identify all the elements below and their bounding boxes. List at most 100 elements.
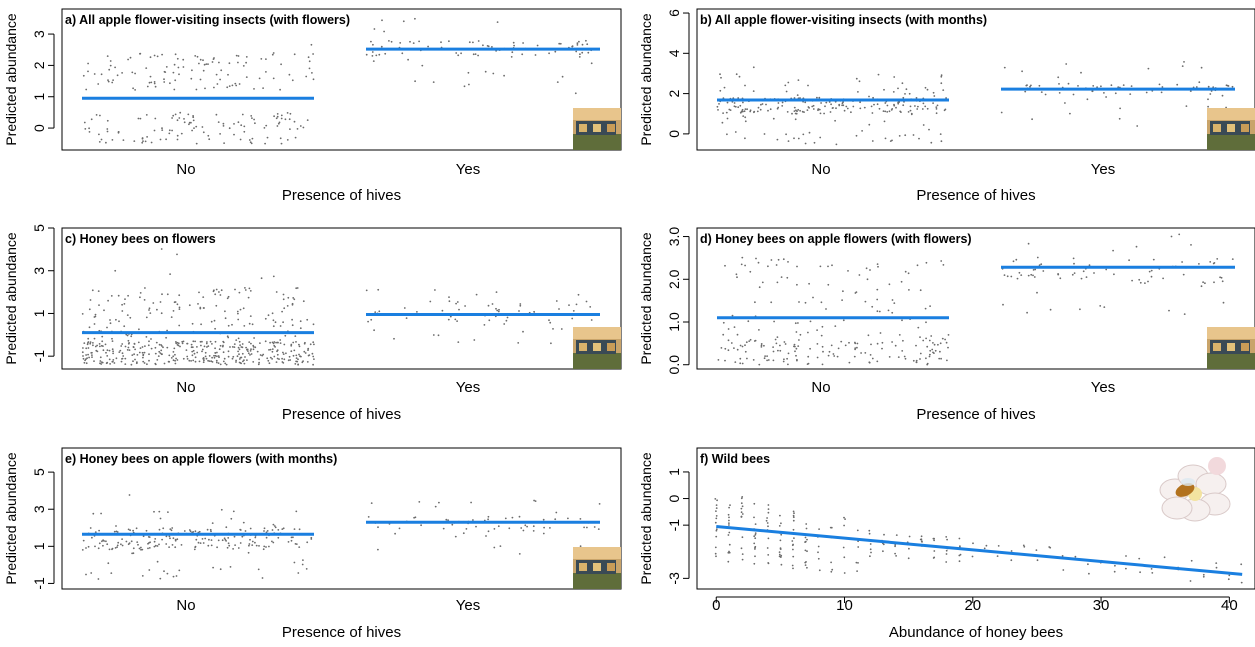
data-point xyxy=(791,564,794,567)
data-point xyxy=(473,339,476,341)
data-point xyxy=(938,357,941,360)
data-point xyxy=(237,312,239,315)
data-point xyxy=(228,85,231,87)
data-point xyxy=(312,341,315,344)
data-point xyxy=(232,510,235,513)
data-point xyxy=(383,30,385,33)
data-point xyxy=(202,69,205,72)
data-point xyxy=(249,290,252,292)
data-point xyxy=(288,73,291,76)
data-point xyxy=(111,360,114,363)
data-point xyxy=(518,310,520,312)
data-point xyxy=(123,325,126,328)
data-point xyxy=(1198,81,1201,84)
data-point xyxy=(526,525,528,528)
data-point xyxy=(856,342,859,345)
data-point xyxy=(1219,276,1221,279)
data-point xyxy=(543,526,545,529)
data-point xyxy=(754,533,757,536)
x-axis-title: Presence of hives xyxy=(282,624,401,641)
data-point xyxy=(445,518,448,521)
data-point xyxy=(150,347,153,350)
data-point xyxy=(201,340,203,343)
data-point xyxy=(166,293,169,296)
data-point xyxy=(251,540,254,543)
plot-frame xyxy=(696,8,1255,151)
data-point xyxy=(917,105,919,108)
data-point xyxy=(791,540,794,542)
data-point xyxy=(474,53,477,55)
data-point xyxy=(448,40,450,43)
data-point xyxy=(215,73,218,76)
data-point xyxy=(1158,83,1161,86)
data-point xyxy=(172,310,175,312)
data-point xyxy=(265,531,268,534)
data-point xyxy=(715,507,718,509)
data-point xyxy=(825,308,827,310)
data-point xyxy=(174,53,177,56)
data-point xyxy=(176,303,179,306)
data-point xyxy=(233,133,235,136)
data-point xyxy=(262,87,264,89)
data-point xyxy=(1168,309,1170,312)
hive-photo xyxy=(1207,327,1255,369)
data-point xyxy=(150,81,153,84)
data-point xyxy=(136,354,139,356)
data-point xyxy=(233,123,235,125)
data-point xyxy=(236,310,239,313)
data-point xyxy=(926,88,929,91)
photo-hive xyxy=(1227,343,1235,351)
data-point xyxy=(830,570,833,573)
data-point xyxy=(904,93,906,95)
data-point xyxy=(576,42,579,45)
data-point xyxy=(163,78,165,81)
data-point xyxy=(237,55,240,57)
data-point xyxy=(159,138,162,141)
data-point xyxy=(1181,261,1183,263)
data-point xyxy=(724,264,726,267)
data-point xyxy=(140,548,142,551)
data-point xyxy=(1130,85,1133,87)
data-point xyxy=(859,101,861,104)
data-point xyxy=(155,341,158,344)
data-point xyxy=(581,43,584,46)
data-point xyxy=(104,343,107,346)
data-point xyxy=(119,349,122,352)
data-point xyxy=(121,352,124,355)
data-point xyxy=(939,133,942,136)
data-point xyxy=(434,289,436,291)
data-point xyxy=(908,535,911,538)
photo-sky-top xyxy=(573,108,621,120)
data-point xyxy=(227,355,230,358)
data-point xyxy=(272,275,275,278)
data-point xyxy=(779,344,781,347)
data-point xyxy=(493,546,496,549)
data-point xyxy=(876,263,879,265)
data-point xyxy=(277,536,280,539)
data-point xyxy=(869,548,872,551)
data-point xyxy=(767,359,770,361)
data-point xyxy=(284,118,287,121)
data-point xyxy=(857,546,860,548)
data-point xyxy=(470,501,472,504)
data-point xyxy=(271,358,273,360)
data-point xyxy=(780,563,783,566)
data-point xyxy=(211,343,213,345)
data-point xyxy=(144,287,146,289)
x-tick-label: 30 xyxy=(1093,597,1110,614)
data-point xyxy=(294,543,297,545)
data-point xyxy=(239,308,242,311)
data-point xyxy=(292,536,294,539)
data-point xyxy=(234,544,237,546)
data-point xyxy=(109,319,111,321)
data-point xyxy=(222,351,225,354)
data-point xyxy=(491,46,493,48)
data-point xyxy=(1030,273,1033,276)
data-point xyxy=(787,363,789,366)
data-point xyxy=(793,137,795,140)
data-point xyxy=(94,345,97,348)
data-point xyxy=(947,334,950,336)
data-point xyxy=(96,350,99,353)
data-point xyxy=(1183,313,1186,315)
